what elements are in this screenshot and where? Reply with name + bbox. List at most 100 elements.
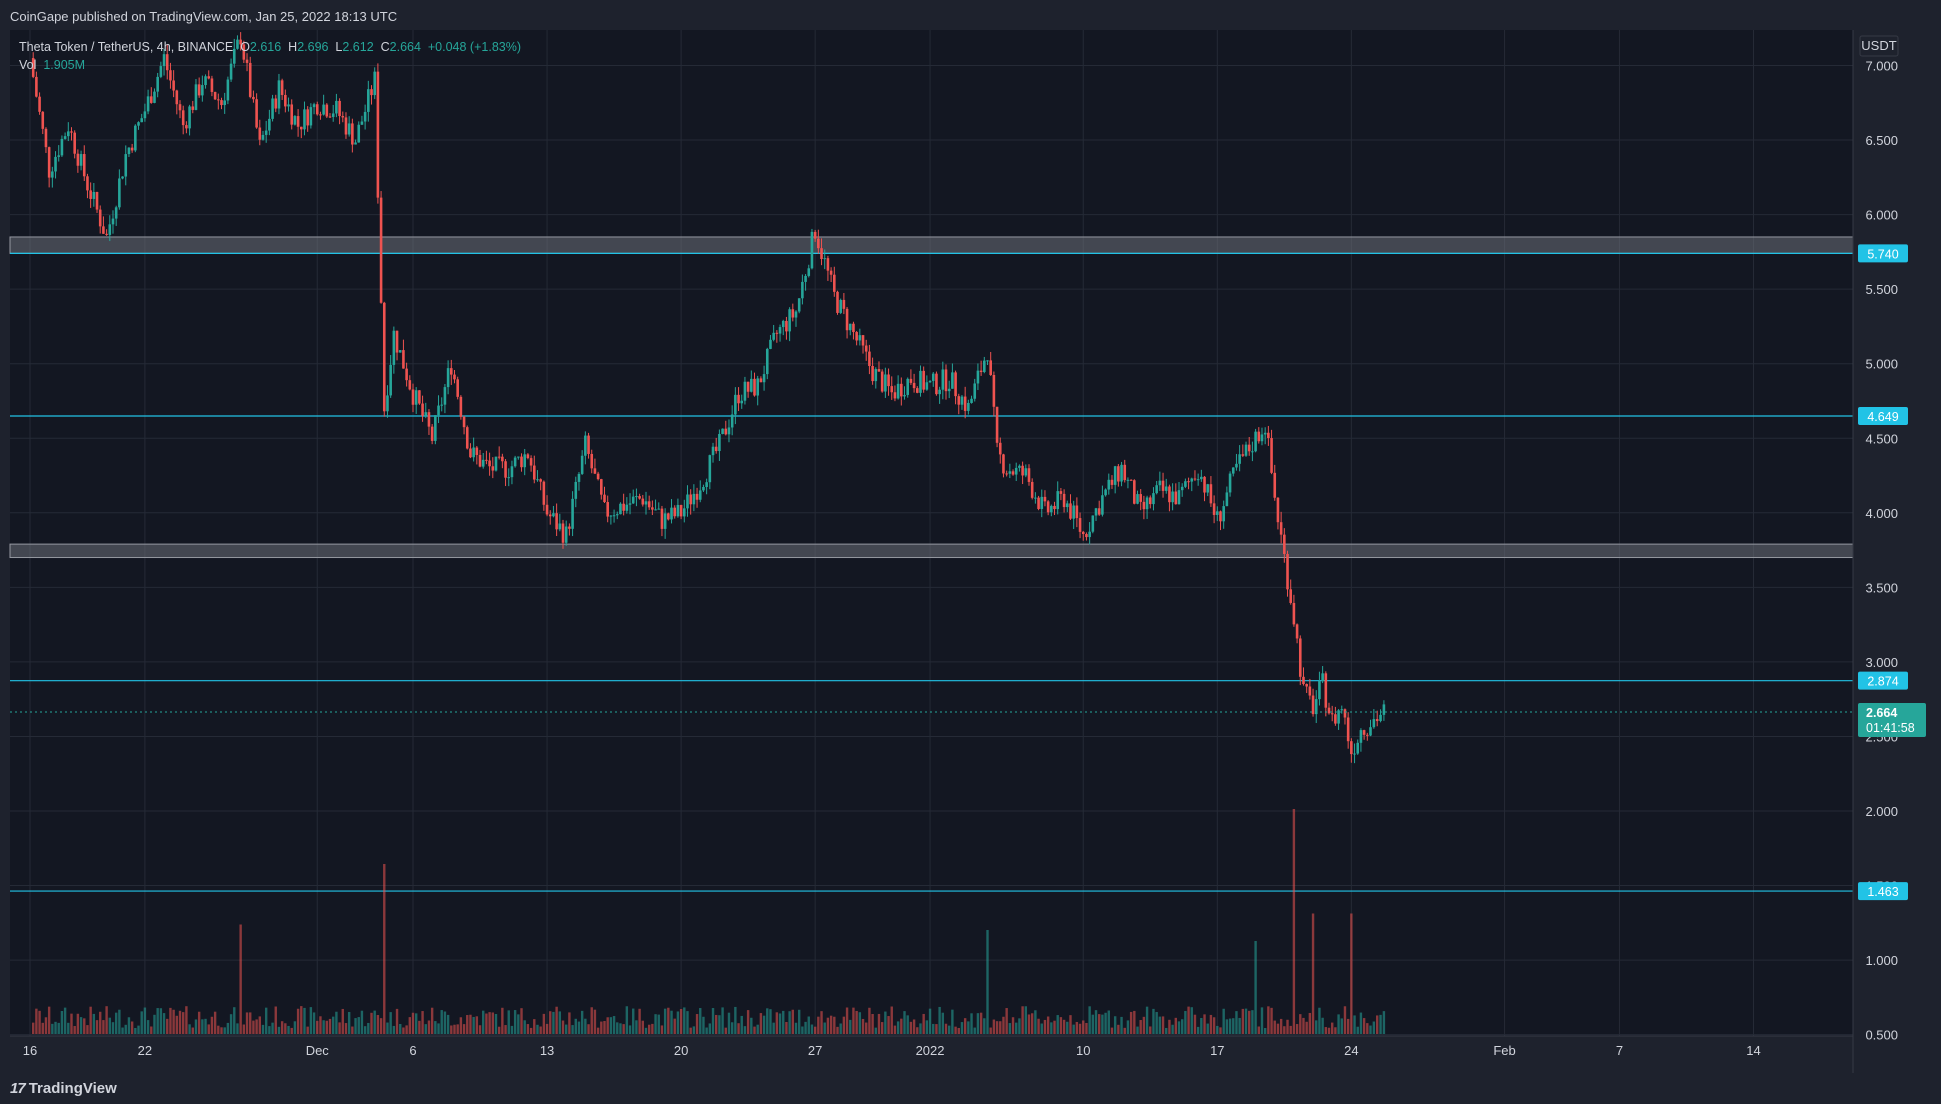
volume-bar xyxy=(1059,1017,1063,1034)
volume-bar xyxy=(960,1022,964,1034)
volume-bar xyxy=(871,1013,874,1034)
volume-bar xyxy=(791,1009,795,1034)
volume-bar xyxy=(951,1009,954,1034)
price-tick: 0.500 xyxy=(1865,1028,1898,1043)
volume-bar xyxy=(89,1006,92,1034)
volume-bar xyxy=(1366,1023,1369,1034)
candle-body xyxy=(79,154,83,166)
candle-body xyxy=(619,503,622,515)
candle-body xyxy=(382,302,386,412)
candle-body xyxy=(159,66,163,77)
volume-bar xyxy=(1056,1015,1059,1034)
candle-body xyxy=(1244,444,1248,456)
volume-bar xyxy=(740,1015,743,1034)
volume-bar xyxy=(316,1020,319,1034)
volume-bar xyxy=(1177,1021,1181,1034)
candle-body xyxy=(149,96,153,103)
volume-bar xyxy=(542,1013,546,1034)
volume-bar xyxy=(718,1015,721,1034)
currency-text: USDT xyxy=(1861,38,1896,53)
candle-body xyxy=(603,494,606,503)
candle-body xyxy=(124,154,128,177)
time-tick: 6 xyxy=(409,1043,416,1058)
candle-body xyxy=(430,426,434,441)
currency-label[interactable]: USDT xyxy=(1859,35,1899,57)
price-tick: 2.000 xyxy=(1865,804,1898,819)
volume-bar xyxy=(134,1027,137,1034)
candle-body xyxy=(695,493,699,500)
volume-bar xyxy=(312,1012,316,1034)
candle-body xyxy=(750,378,753,392)
volume-bar xyxy=(673,1018,676,1034)
volume-bar xyxy=(469,1014,472,1034)
volume-bar xyxy=(1318,1007,1321,1034)
candle-body xyxy=(95,191,99,210)
candle-body xyxy=(376,71,380,198)
volume-bar xyxy=(976,1013,980,1034)
candle-body xyxy=(864,345,868,352)
candle-body xyxy=(571,498,574,529)
volume-bar xyxy=(233,1007,236,1034)
close-value: 2.664 xyxy=(389,40,421,54)
tradingview-logo[interactable]: 17 TradingView xyxy=(10,1080,117,1097)
volume-bar xyxy=(1295,1024,1299,1034)
candle-body xyxy=(1021,465,1024,476)
candle-body xyxy=(654,509,657,511)
volume-bar xyxy=(925,1020,929,1034)
volume-bar xyxy=(35,1008,38,1034)
volume-bar xyxy=(421,1011,424,1034)
candle-body xyxy=(967,402,970,411)
candle-body xyxy=(287,104,290,107)
volume-bar xyxy=(341,1008,344,1034)
volume-bar xyxy=(328,1018,332,1034)
candle-body xyxy=(568,526,571,529)
volume-bar xyxy=(319,1016,322,1034)
candle-body xyxy=(421,403,424,416)
candle-body xyxy=(191,106,195,110)
candle-body xyxy=(98,209,102,227)
candle-body xyxy=(845,308,849,331)
volume-bar xyxy=(1018,1018,1021,1034)
volume-bar xyxy=(686,1011,689,1034)
volume-bar xyxy=(169,1007,172,1034)
candle-body xyxy=(153,91,156,103)
current-price-box xyxy=(1858,702,1926,737)
volume-bar xyxy=(300,1006,303,1034)
volume-bar xyxy=(73,1026,76,1034)
volume-bar xyxy=(989,1027,992,1034)
time-axis[interactable]: 16 22 Dec 6 13 20 27 2022 10 17 24 Feb 7 14 xyxy=(23,1043,1761,1058)
candle-body xyxy=(896,383,900,399)
volume-bar xyxy=(603,1021,606,1034)
candle-body xyxy=(453,374,456,380)
volume-bar xyxy=(622,1024,625,1034)
candle-body xyxy=(1018,465,1021,468)
time-tick: 7 xyxy=(1616,1043,1623,1058)
volume-bar xyxy=(57,1022,60,1034)
volume-bar xyxy=(162,1013,166,1034)
candle-body xyxy=(995,406,999,443)
volume-bar xyxy=(797,1009,801,1034)
candle-body xyxy=(947,388,951,392)
candle-body xyxy=(143,111,147,119)
volume-bar xyxy=(1279,1018,1283,1034)
volume-bar xyxy=(721,1007,724,1034)
volume-bar xyxy=(1302,1017,1305,1034)
volume-bar xyxy=(226,1022,230,1034)
candle-body xyxy=(51,171,54,178)
price-tick: 4.000 xyxy=(1865,506,1898,521)
volume-bar xyxy=(1321,1017,1324,1034)
candle-body xyxy=(670,507,673,520)
volume-bar xyxy=(54,1021,57,1034)
time-tick: 20 xyxy=(674,1043,688,1058)
candle-body xyxy=(615,514,619,516)
volume-bar xyxy=(887,1016,890,1034)
candle-body xyxy=(338,100,341,117)
volume-bar xyxy=(1139,1020,1142,1034)
volume-bar xyxy=(1037,1018,1040,1034)
volume-bar xyxy=(443,1011,447,1034)
candle-body xyxy=(357,124,361,143)
volume-bar xyxy=(705,1027,708,1034)
volume-bar xyxy=(446,1014,450,1034)
candle-body xyxy=(1101,495,1104,515)
chart-canvas[interactable]: 7.000 6.500 6.000 5.500 5.000 4.500 4.000 3.500… xyxy=(0,30,1941,1073)
